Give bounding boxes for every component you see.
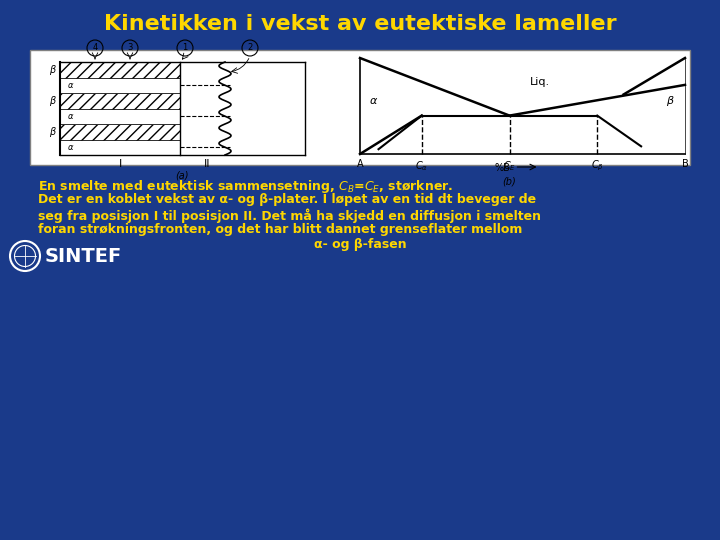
Text: α: α [68,112,73,121]
Text: Kinetikken i vekst av eutektiske lameller: Kinetikken i vekst av eutektiske lamelle… [104,14,616,34]
Bar [60,78,180,93]
Text: Det er en koblet vekst av α- og β-plater. I løpet av en tid dt beveger de: Det er en koblet vekst av α- og β-plater… [38,193,536,206]
Text: β: β [49,96,55,106]
Text: 1: 1 [182,44,188,52]
Bar [60,139,180,155]
Text: En smelte med eutektisk sammensetning, $C_B$=$C_E$, størkner.: En smelte med eutektisk sammensetning, $… [38,178,454,195]
Text: (a): (a) [176,171,189,181]
Text: A: A [356,159,364,169]
Text: α: α [68,81,73,90]
Text: seg fra posisjon I til posisjon II. Det må ha skjedd en diffusjon i smelten: seg fra posisjon I til posisjon II. Det … [38,208,541,222]
Text: II: II [204,159,211,169]
Text: α: α [68,143,73,152]
Text: foran strøkningsfronten, og det har blitt dannet grenseflater mellom: foran strøkningsfronten, og det har blit… [38,223,523,236]
Text: %B: %B [495,163,510,173]
Text: $C_{\alpha}$: $C_{\alpha}$ [415,159,428,173]
Text: $C_{E}$: $C_{E}$ [503,159,516,173]
Text: 2: 2 [248,44,253,52]
Bar [60,93,180,109]
Text: α- og β-fasen: α- og β-fasen [314,238,406,251]
Text: SINTEF: SINTEF [45,246,122,266]
Text: β: β [49,65,55,75]
Bar [30,50,690,165]
Text: B: B [682,159,688,169]
Text: 3: 3 [127,44,132,52]
Text: α: α [370,96,377,106]
Bar [60,62,180,78]
Text: $C_{\beta}$: $C_{\beta}$ [591,159,603,173]
Circle shape [10,241,40,271]
Text: β: β [666,96,673,106]
Text: β: β [49,127,55,137]
Bar [60,109,180,124]
Text: I: I [118,159,122,169]
Text: Liq.: Liq. [529,77,549,87]
Text: (b): (b) [503,176,516,186]
Text: 4: 4 [92,44,98,52]
Bar [60,124,180,139]
